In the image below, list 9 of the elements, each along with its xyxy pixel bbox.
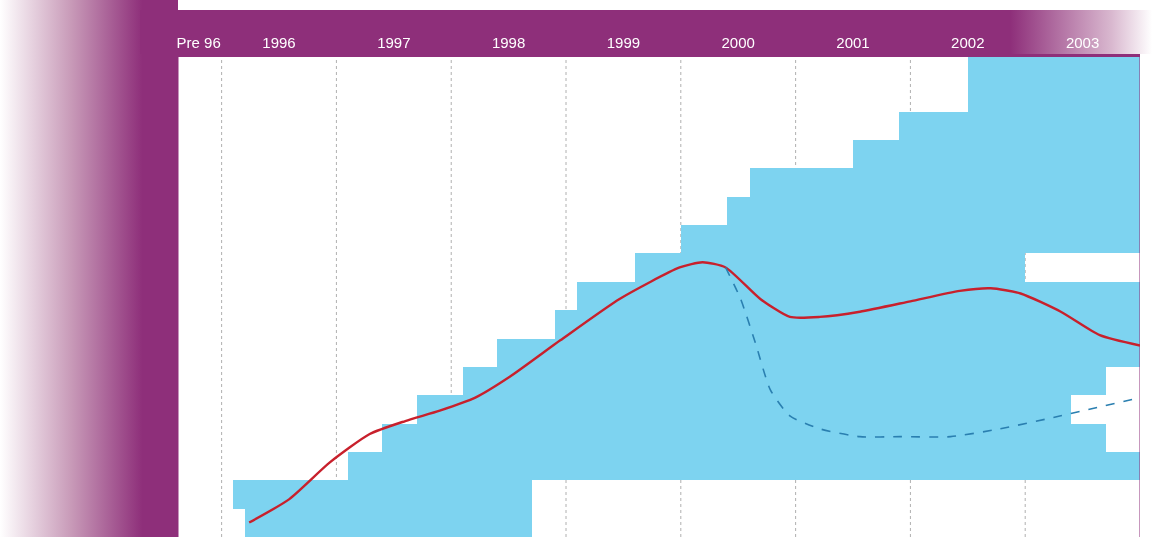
x-tick-label: 2000 bbox=[721, 34, 755, 51]
x-tick-label: 1998 bbox=[491, 34, 526, 51]
x-tick-label: 1999 bbox=[606, 34, 641, 51]
x-tick-label: 2003 bbox=[1065, 34, 1100, 51]
x-tick-label: 1997 bbox=[377, 34, 411, 51]
x-tick-label: 2001 bbox=[836, 34, 870, 51]
x-tick-label: 1996 bbox=[262, 34, 296, 51]
x-tick-label: 2002 bbox=[951, 34, 985, 51]
x-tick-label: Pre 96 bbox=[176, 34, 221, 51]
